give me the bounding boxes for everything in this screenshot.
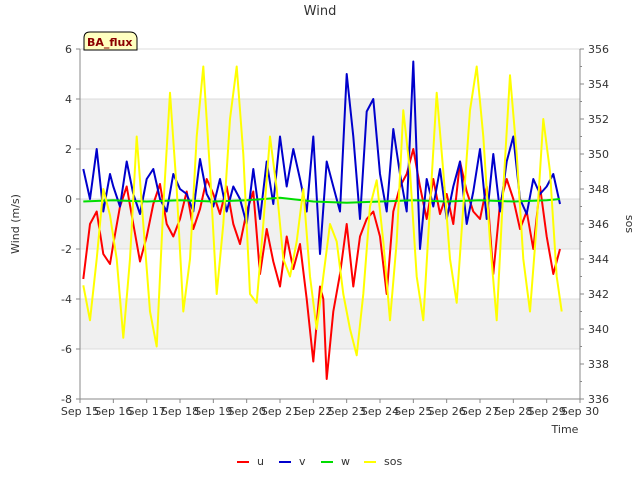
chart-title: Wind bbox=[304, 4, 337, 19]
badge-box bbox=[83, 31, 138, 51]
x-tick-label: Sep 16 bbox=[94, 405, 132, 418]
x-tick-label: Sep 30 bbox=[561, 405, 599, 418]
x-tick-label: Sep 27 bbox=[461, 405, 499, 418]
y2-tick-label: 336 bbox=[588, 393, 609, 406]
y-axis-label: Wind (m/s) bbox=[9, 194, 22, 254]
x-tick-label: Sep 22 bbox=[294, 405, 332, 418]
y-tick-label: -6 bbox=[61, 343, 72, 356]
x-tick-label: Sep 29 bbox=[528, 405, 566, 418]
x-tick-label: Sep 25 bbox=[394, 405, 432, 418]
y2-tick-label: 342 bbox=[588, 288, 609, 301]
x-tick-label: Sep 24 bbox=[361, 405, 399, 418]
y2-tick-label: 338 bbox=[588, 358, 609, 371]
x-tick-label: Sep 21 bbox=[261, 405, 299, 418]
y-tick-label: -8 bbox=[61, 393, 72, 406]
y2-tick-label: 352 bbox=[588, 113, 609, 126]
y2-tick-label: 344 bbox=[588, 253, 609, 266]
y2-tick-label: 356 bbox=[588, 43, 609, 56]
series-line-v bbox=[82, 60, 561, 255]
legend-label-w: w bbox=[341, 455, 350, 468]
series-layer bbox=[82, 60, 563, 380]
legend: u v w sos bbox=[237, 455, 402, 468]
y2-tick-label: 350 bbox=[588, 148, 609, 161]
legend-label-v: v bbox=[299, 455, 306, 468]
badge-label: BA_flux bbox=[87, 36, 132, 49]
y2-tick-label: 340 bbox=[588, 323, 609, 336]
x-tick-label: Sep 26 bbox=[428, 405, 466, 418]
x-tick-label: Sep 18 bbox=[161, 405, 199, 418]
y2-axis-label: sos bbox=[623, 215, 636, 233]
series-line-sos bbox=[82, 65, 563, 357]
y2-tick-label: 354 bbox=[588, 78, 609, 91]
legend-label-u: u bbox=[257, 455, 264, 468]
x-tick-label: Sep 20 bbox=[228, 405, 266, 418]
y-tick-label: 6 bbox=[65, 43, 72, 56]
legend-label-sos: sos bbox=[384, 455, 402, 468]
y-tick-label: 2 bbox=[65, 143, 72, 156]
y-tick-label: 0 bbox=[65, 193, 72, 206]
x-tick-label: Sep 28 bbox=[494, 405, 532, 418]
badge: BA_flux bbox=[83, 31, 138, 51]
y-tick-label: 4 bbox=[65, 93, 72, 106]
band bbox=[80, 99, 580, 149]
y2-tick-label: 348 bbox=[588, 183, 609, 196]
y-tick-label: -4 bbox=[61, 293, 72, 306]
x-axis-label: Time bbox=[551, 423, 579, 436]
x-tick-label: Sep 19 bbox=[194, 405, 232, 418]
x-tick-label: Sep 15 bbox=[61, 405, 99, 418]
y-tick-label: -2 bbox=[61, 243, 72, 256]
x-tick-label: Sep 23 bbox=[328, 405, 366, 418]
x-tick-label: Sep 17 bbox=[128, 405, 166, 418]
y2-tick-label: 346 bbox=[588, 218, 609, 231]
